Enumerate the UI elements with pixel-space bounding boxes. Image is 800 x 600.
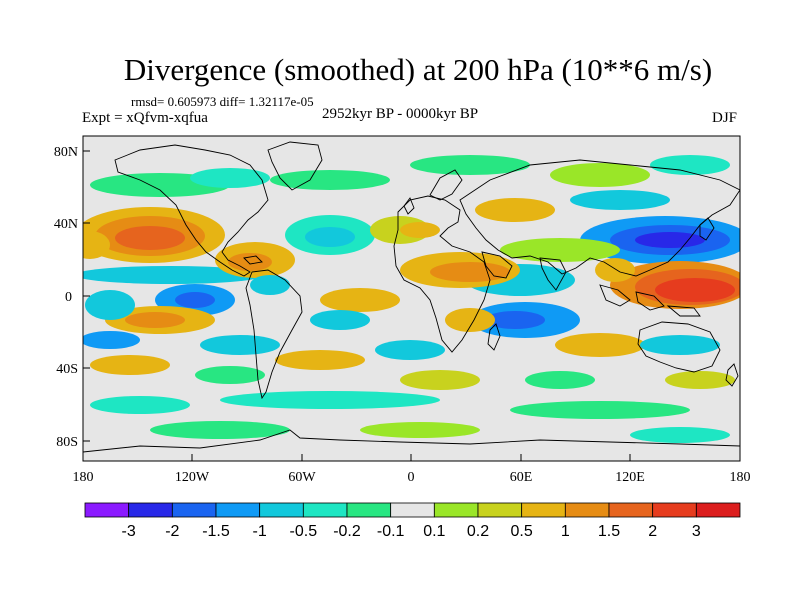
colorbar-swatch <box>128 502 173 518</box>
colorbar-label: 1.5 <box>598 523 620 540</box>
colorbar-label: 3 <box>692 523 701 540</box>
colorbar-swatch <box>259 502 304 518</box>
lon-tick-label: 120W <box>175 470 210 485</box>
lon-tick-label: 0 <box>408 470 415 485</box>
period-label: 2952kyr BP - 0000kyr BP <box>322 106 479 122</box>
colorbar-label: -0.2 <box>333 523 361 540</box>
colorbar-swatch <box>652 502 697 518</box>
coastlines <box>83 141 740 453</box>
lon-tick-label: 60W <box>288 470 316 485</box>
divergence-field <box>83 155 740 443</box>
season-label: DJF <box>712 110 738 126</box>
colorbar-label: 2 <box>648 523 657 540</box>
colorbar-label: -0.5 <box>290 523 318 540</box>
plot-title: Divergence (smoothed) at 200 hPa (10**6 … <box>123 52 713 87</box>
lon-axis: 180 120W 60W 0 60E 120E 180 <box>73 454 751 485</box>
lon-tick-label: 180 <box>73 470 94 485</box>
experiment-label: Expt = xQfvm-xqfua <box>82 110 208 126</box>
colorbar-swatch <box>84 502 130 518</box>
colorbar-swatch <box>477 502 523 518</box>
lon-tick-label: 120E <box>615 470 645 485</box>
colorbar-label: 0.5 <box>511 523 533 540</box>
lat-tick-label: 80N <box>54 145 78 160</box>
colorbar-swatch <box>346 502 392 518</box>
colorbar-swatch <box>608 502 654 518</box>
colorbar-swatch <box>433 502 479 518</box>
colorbar-label: -2 <box>165 523 179 540</box>
lat-tick-label: 40S <box>56 362 78 377</box>
colorbar-label: -0.1 <box>377 523 405 540</box>
colorbar-swatch <box>215 502 261 518</box>
stats-label: rmsd= 0.605973 diff= 1.32117e-05 <box>131 94 314 109</box>
lon-tick-label: 60E <box>510 470 533 485</box>
colorbar: -3 -2 -1.5 -1 -0.5 -0.2 -0.1 0.1 0.2 0.5 1 1.5 2 3 <box>84 502 741 540</box>
colorbar-swatch <box>171 502 217 518</box>
colorbar-label: -3 <box>122 523 136 540</box>
lat-axis: 80N 40N 0 40S 80S <box>54 145 90 450</box>
colorbar-swatch <box>390 502 435 518</box>
colorbar-swatch <box>564 502 610 518</box>
lat-tick-label: 80S <box>56 435 78 450</box>
lat-tick-label: 0 <box>65 290 72 305</box>
colorbar-label: 0.2 <box>467 523 489 540</box>
lat-tick-label: 40N <box>54 217 78 232</box>
lon-tick-label: 180 <box>730 470 751 485</box>
colorbar-label: -1.5 <box>202 523 230 540</box>
colorbar-swatch <box>521 502 566 518</box>
colorbar-swatch <box>695 502 741 518</box>
colorbar-label: 1 <box>561 523 570 540</box>
colorbar-swatch <box>302 502 348 518</box>
colorbar-label: 0.1 <box>423 523 445 540</box>
colorbar-label: -1 <box>253 523 267 540</box>
